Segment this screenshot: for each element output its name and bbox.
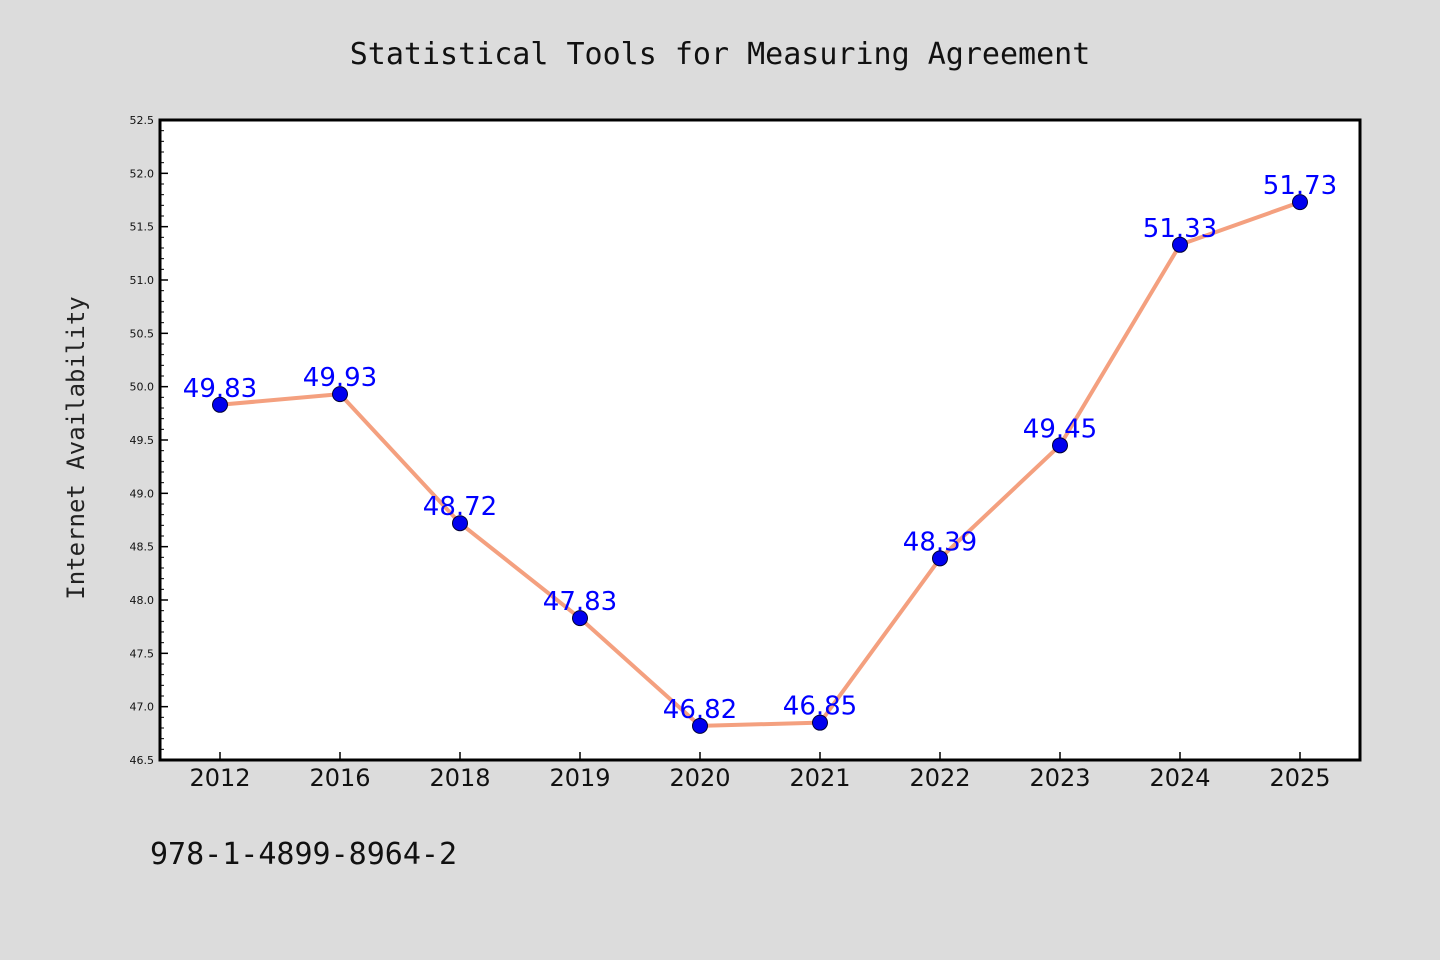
x-tick-label: 2020	[669, 764, 730, 792]
data-point-label: 47.83	[543, 587, 617, 617]
data-labels: 49.83 49.93 48.72 47.83 46.82 46.85 48.39 49.45…	[183, 171, 1337, 725]
data-point-marker	[572, 610, 588, 627]
data-point-label: 46.82	[663, 695, 737, 725]
data-point-label: 48.39	[903, 527, 977, 557]
plot-area	[160, 120, 1360, 760]
data-point-marker	[1172, 236, 1188, 253]
y-tick-label: 51.5	[130, 221, 155, 234]
data-point-marker	[692, 717, 708, 734]
y-tick-label: 49.0	[130, 487, 155, 500]
y-tick-label: 52.5	[130, 114, 155, 127]
series-line	[218, 200, 1302, 728]
y-tick-label: 46.5	[130, 754, 155, 767]
x-tick-label: 2012	[189, 764, 250, 792]
data-point-marker	[332, 386, 348, 403]
x-tick-label: 2019	[549, 764, 610, 792]
y-tick-label: 51.0	[130, 274, 155, 287]
y-axis-label: Internet Availability	[62, 296, 90, 599]
x-tick-label: 2023	[1029, 764, 1090, 792]
data-point-label: 49.83	[183, 374, 257, 404]
y-tick-label: 47.5	[130, 647, 155, 660]
x-tick-label: 2025	[1269, 764, 1330, 792]
data-point-label: 51.73	[1263, 171, 1337, 201]
data-point-marker	[452, 515, 468, 532]
data-point-marker	[1052, 437, 1068, 454]
y-tick-label: 49.5	[130, 434, 155, 447]
plot-frame	[158, 118, 1362, 762]
data-point-marker	[1292, 194, 1308, 211]
y-tick-label: 52.0	[130, 167, 155, 180]
y-tick-label: 47.0	[130, 701, 155, 714]
data-points	[212, 194, 1308, 734]
chart-title: Statistical Tools for Measuring Agreemen…	[350, 37, 1091, 72]
x-tick-label: 2016	[309, 764, 370, 792]
y-tick-label: 48.0	[130, 594, 155, 607]
data-point-marker	[812, 714, 828, 731]
y-tick-label: 48.5	[130, 541, 155, 554]
isbn-footer: 978-1-4899-8964-2	[150, 837, 457, 872]
y-tick-label: 50.5	[130, 327, 155, 340]
x-tick-label: 2022	[909, 764, 970, 792]
data-point-marker	[212, 396, 228, 413]
data-point-marker	[932, 550, 948, 567]
x-axis-ticks: 2012 2016 2018 2019 2020 2021 2022 2023 2024 2025	[189, 752, 1331, 792]
data-point-label: 46.85	[783, 692, 857, 722]
x-tick-label: 2024	[1149, 764, 1210, 792]
x-tick-label: 2021	[789, 764, 850, 792]
y-tick-label: 50.0	[130, 381, 155, 394]
data-point-label: 49.45	[1023, 414, 1097, 444]
data-point-label: 48.72	[423, 492, 497, 522]
data-point-label: 51.33	[1143, 214, 1217, 244]
data-point-label: 49.93	[303, 363, 377, 393]
x-tick-label: 2018	[429, 764, 490, 792]
y-axis-ticks: 46.5 47.0 47.5 48.0 48.5 49.0 49.5 50.0 50.5 51.0…	[130, 114, 168, 767]
series-line-group	[218, 200, 1302, 728]
